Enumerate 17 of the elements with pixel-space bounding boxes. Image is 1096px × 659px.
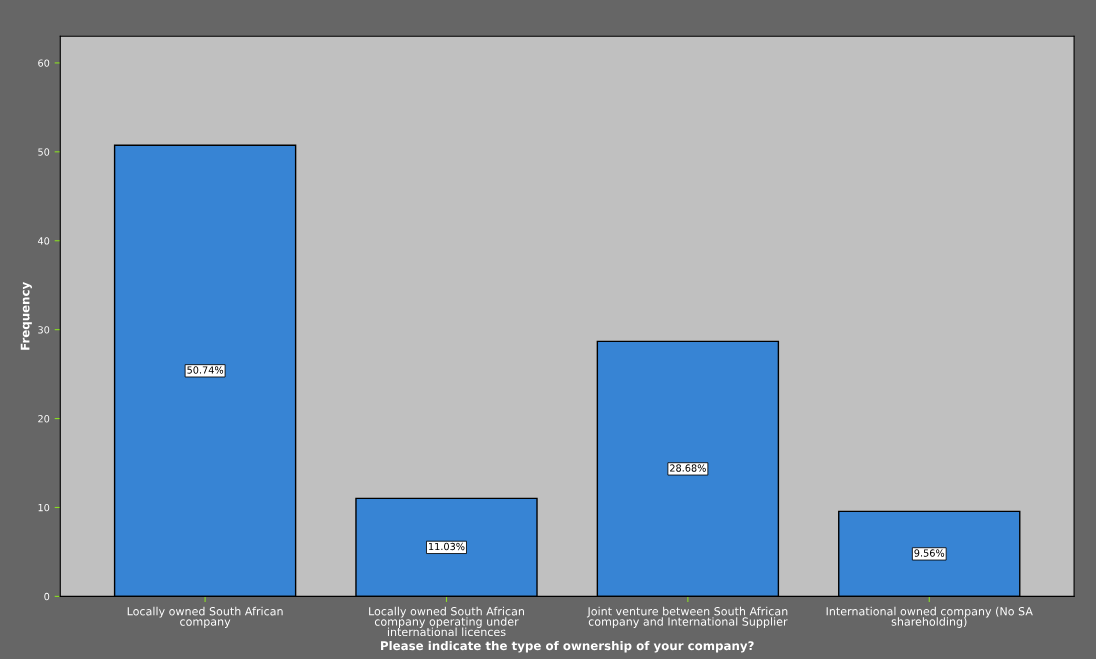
x-tick-label: International owned company (No SA shareholding) [826,606,1033,628]
x-tick-label: Locally owned South African company operating under international licences [369,606,524,637]
x-tick-label: Joint venture between South African company and International Supplier [586,606,788,628]
data-label: 9.56% [914,549,945,557]
y-tick-label: 10 [38,503,50,512]
data-label: 28.68% [670,464,706,472]
y-tick-label: 60 [38,59,50,67]
x-tick-label: Locally owned South African company [127,606,283,628]
y-tick-label: 40 [37,237,50,245]
y-tick-label: 0 [44,592,50,601]
y-tick-label: 50 [38,148,50,156]
y-tick-label: 20 [38,415,50,423]
data-label: 50.74% [187,366,224,374]
y-tick-label: 30 [38,326,50,334]
data-label: 11.03% [429,542,465,551]
y-axis-title: Frequency [20,281,32,350]
x-axis-title: Please indicate the type of ownership of your company? [381,641,754,653]
